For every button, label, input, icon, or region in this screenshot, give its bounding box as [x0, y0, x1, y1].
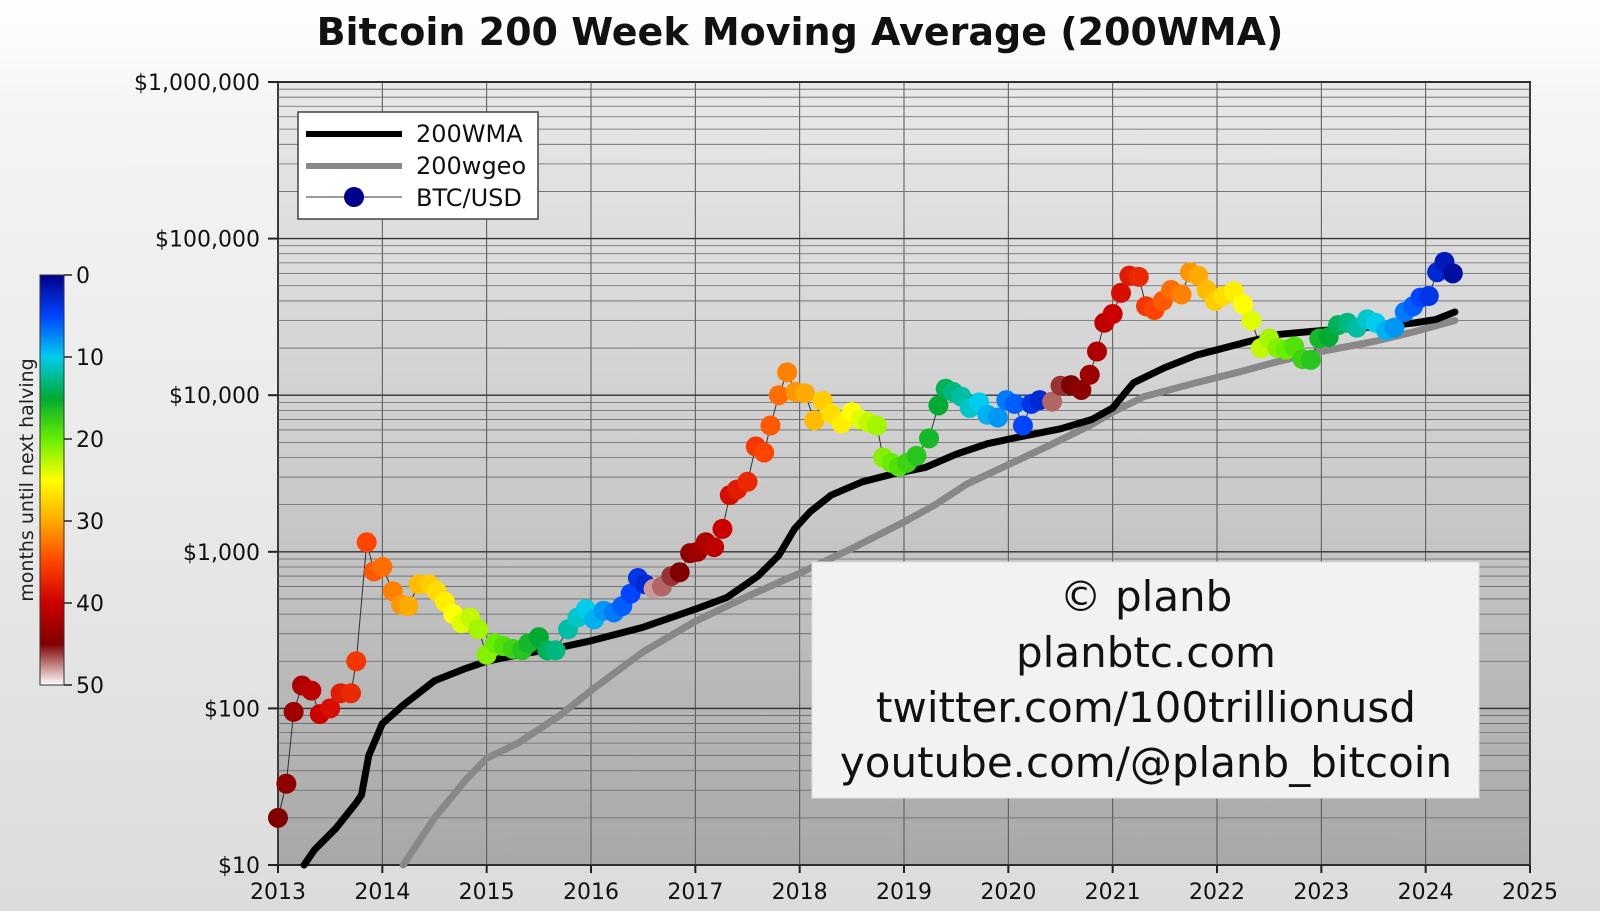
btc-price-point: [276, 773, 297, 794]
btc-price-point: [777, 362, 798, 383]
btc-price-point: [268, 807, 288, 828]
btc-price-point: [1111, 282, 1132, 303]
x-tick-label: 2021: [1085, 880, 1141, 905]
btc-price-point: [1079, 364, 1100, 385]
y-tick-label: $100: [204, 697, 260, 722]
btc-price-point: [341, 683, 362, 704]
legend: 200WMA 200wgeo BTC/USD: [297, 111, 539, 220]
btc-price-point: [919, 428, 940, 449]
btc-price-point: [804, 410, 825, 431]
y-axis-ticks: $10 $100 $1,000 $10,000 $100,000 $1,000,000: [134, 71, 278, 879]
btc-price-point: [1128, 266, 1149, 287]
website-line: planbtc.com: [1016, 628, 1276, 677]
copyright-box: © planb planbtc.com twitter.com/100trill…: [811, 561, 1480, 799]
btc-price-point: [356, 532, 377, 553]
x-tick-label: 2016: [563, 880, 619, 905]
btc-price-point: [1042, 391, 1063, 412]
y-tick-label: $1,000: [183, 541, 260, 566]
btc-price-point: [928, 395, 949, 416]
x-tick-label: 2020: [980, 880, 1036, 905]
btc-price-point: [301, 680, 322, 701]
legend-btcusd-label: BTC/USD: [416, 184, 522, 212]
x-tick-label: 2023: [1293, 880, 1349, 905]
btc-price-point: [620, 583, 641, 604]
y-tick-label: $10: [218, 854, 260, 879]
y-tick-label: $10,000: [169, 384, 260, 409]
btc-price-point: [987, 407, 1008, 428]
btc-price-points: [268, 251, 1463, 828]
btc-price-point: [1071, 379, 1092, 400]
btc-price-point: [468, 619, 489, 640]
colorbar-tick-label: 0: [76, 264, 90, 289]
copyright-line: © planb: [1060, 572, 1233, 621]
colorbar-tick-label: 30: [76, 510, 104, 535]
legend-200wgeo-label: 200wgeo: [416, 152, 526, 180]
twitter-line: twitter.com/100trillionusd: [876, 683, 1416, 732]
btc-price-point: [346, 651, 367, 672]
colorbar-label: months until next halving: [16, 358, 38, 601]
x-tick-label: 2015: [459, 880, 515, 905]
btc-price-point: [712, 518, 733, 539]
btc-price-point: [1300, 349, 1321, 370]
x-tick-label: 2014: [354, 880, 410, 905]
btc-price-point: [768, 385, 789, 406]
btc-price-point: [1233, 294, 1254, 315]
btc-price-point: [737, 471, 758, 492]
colorbar-tick-label: 20: [76, 428, 104, 453]
btc-price-point: [866, 415, 887, 436]
btc-price-point: [283, 701, 304, 722]
series-200wgeo-line: [399, 317, 1459, 869]
legend-200wma-label: 200WMA: [416, 120, 523, 148]
btc-price-point: [1418, 285, 1439, 306]
youtube-line: youtube.com/@planb_bitcoin: [840, 738, 1452, 787]
btc-price-point: [545, 640, 566, 661]
btc-price-point: [754, 442, 775, 463]
btc-price-point: [1102, 304, 1123, 325]
legend-btcusd-marker: [344, 187, 364, 207]
x-tick-label: 2018: [772, 880, 828, 905]
colorbar-ticks: 0 10 20 30 40 50: [64, 264, 104, 699]
btc-price-point: [320, 698, 341, 719]
btc-price-point: [1087, 341, 1108, 362]
colorbar-tick-label: 10: [76, 346, 104, 371]
btc-price-point: [398, 596, 419, 617]
copyright-background: [811, 561, 1480, 799]
btc-price-point: [1004, 393, 1025, 414]
colorbar: 0 10 20 30 40 50 months until next halving: [16, 264, 104, 699]
y-tick-label: $1,000,000: [134, 71, 260, 96]
x-tick-label: 2017: [667, 880, 723, 905]
x-axis-ticks: 2013 2014 2015 2016 2017 2018 2019 2020 2021 2022…: [250, 865, 1558, 905]
btc-price-point: [760, 415, 781, 436]
btc-price-point: [669, 562, 690, 583]
btc-price-point: [704, 537, 725, 558]
colorbar-gradient: [39, 274, 65, 686]
colorbar-tick-label: 40: [76, 592, 104, 617]
series-200wma-line: [300, 308, 1459, 869]
x-tick-label: 2025: [1502, 880, 1558, 905]
btc-price-point: [1384, 317, 1405, 338]
btc-price-point: [1012, 415, 1033, 436]
btc-price-point: [372, 556, 393, 577]
x-tick-label: 2022: [1189, 880, 1245, 905]
y-tick-label: $100,000: [155, 228, 260, 253]
btc-price-point: [1241, 310, 1262, 331]
x-tick-label: 2024: [1398, 880, 1454, 905]
btc-price-point: [1442, 263, 1463, 284]
btc-price-point: [1171, 284, 1192, 305]
x-tick-label: 2013: [250, 880, 306, 905]
btc-price-point: [794, 383, 815, 404]
chart-title: Bitcoin 200 Week Moving Average (200WMA): [317, 10, 1284, 54]
x-tick-label: 2019: [876, 880, 932, 905]
colorbar-tick-label: 50: [76, 674, 104, 699]
btc-price-point: [906, 445, 927, 466]
